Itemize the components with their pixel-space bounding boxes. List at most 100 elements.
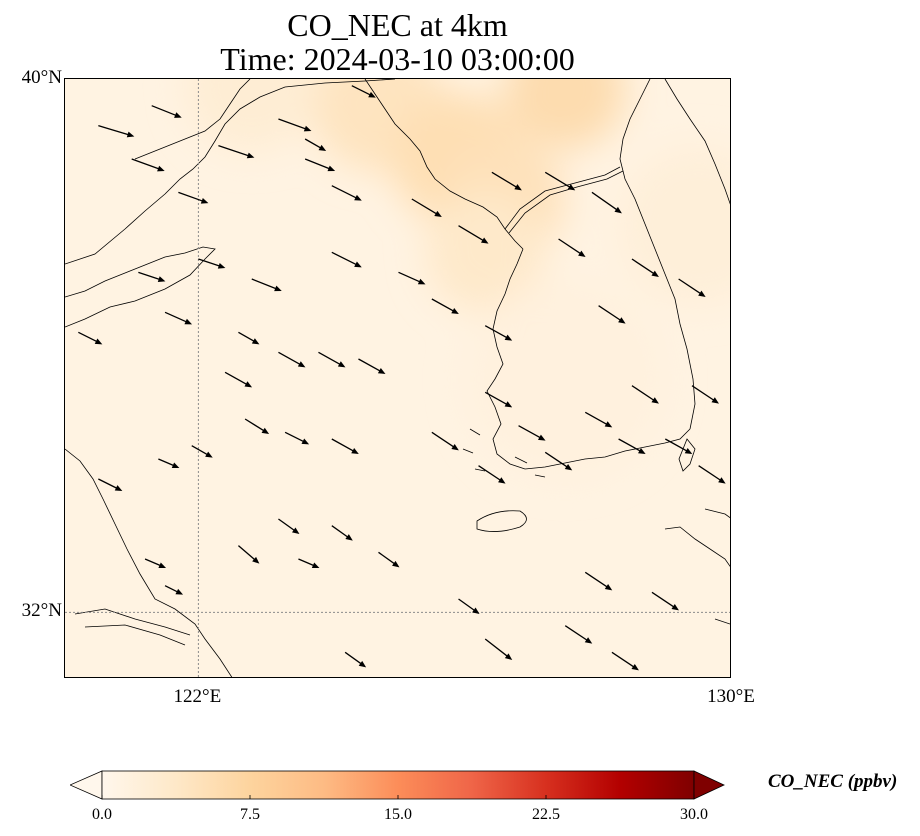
wind-arrow <box>411 198 442 217</box>
wind-arrow <box>618 438 646 454</box>
coastline-korea-south <box>524 428 691 470</box>
colorbar-tickmarks <box>101 795 695 799</box>
wind-arrow <box>398 271 426 285</box>
lat-label: 40°N <box>21 67 62 88</box>
wind-arrow <box>631 385 659 404</box>
map-title: CO_NEC at 4km <box>287 7 508 43</box>
coastline-nk-east <box>664 79 730 205</box>
wind-arrow <box>144 558 167 568</box>
wind-arrow <box>591 191 622 214</box>
wind-arrow <box>198 258 226 269</box>
coastline-liaodong <box>65 79 396 265</box>
colorbar-label: CO_NEC (ppbv) <box>768 771 898 792</box>
wind-arrow <box>598 305 626 324</box>
wind-arrow <box>178 191 209 204</box>
wind-arrow <box>238 331 260 345</box>
wind-arrow <box>331 438 359 454</box>
coastline-korea-east <box>619 79 696 430</box>
wind-arrow <box>351 85 376 98</box>
wind-arrow <box>431 431 459 451</box>
wind-arrow <box>131 158 165 172</box>
wind-arrow <box>98 125 135 138</box>
coastline-tsushima <box>678 438 696 472</box>
colorbar-extend-max <box>693 770 725 800</box>
wind-arrow <box>611 651 639 671</box>
field-blob <box>465 279 666 479</box>
colorbar-tick-label: 0.0 <box>92 806 112 823</box>
wind-arrow <box>558 238 586 257</box>
wind-arrow <box>164 585 184 595</box>
wind-arrow <box>251 278 282 292</box>
wind-arrow <box>491 171 522 191</box>
concentration-field <box>185 79 730 479</box>
map-subtitle-time: Time: 2024-03-10 03:00:00 <box>220 41 575 77</box>
coastline-nk-west <box>364 79 524 250</box>
wind-arrow <box>664 438 693 454</box>
wind-arrow <box>544 171 576 191</box>
wind-arrow <box>691 385 719 404</box>
wind-arrow <box>284 431 310 445</box>
colorbar-extend-min <box>70 770 103 800</box>
wind-arrow <box>458 225 489 244</box>
wind-arrow <box>224 371 253 388</box>
colorbar-tick-label: 15.0 <box>384 806 412 823</box>
wind-arrow <box>358 358 386 374</box>
wind-arrow <box>237 545 260 564</box>
wind-arrow <box>331 525 353 541</box>
wind-arrow <box>98 478 123 491</box>
field-blob <box>618 145 730 306</box>
coastline-shandong <box>65 246 216 328</box>
gridlines <box>65 79 730 677</box>
wind-arrow <box>304 158 336 172</box>
wind-arrow <box>458 598 480 614</box>
wind-arrow <box>164 311 193 325</box>
colorbar-gradient <box>101 770 695 800</box>
wind-vectors <box>78 85 726 671</box>
wind-arrow <box>278 518 300 534</box>
lon-label: 130°E <box>707 686 755 707</box>
wind-arrow <box>151 105 182 118</box>
yangtze-mouth <box>74 608 191 646</box>
colorbar-tick-label: 22.5 <box>532 806 560 823</box>
lon-label: 122°E <box>173 686 222 707</box>
coastline-jeju <box>476 510 527 532</box>
wind-arrow <box>651 591 679 611</box>
wind-arrow <box>298 558 320 568</box>
field-blob <box>505 79 626 149</box>
wind-arrow <box>518 425 546 441</box>
colorbar-tick-label: 7.5 <box>240 806 260 823</box>
border-dmz <box>504 166 621 230</box>
wind-arrow <box>484 638 513 660</box>
wind-arrow <box>278 351 306 368</box>
wind-arrow <box>378 551 400 568</box>
wind-arrow <box>564 625 593 644</box>
field-blob <box>185 79 319 153</box>
wind-arrow <box>678 278 706 297</box>
wind-arrow <box>218 145 255 159</box>
coastline-kyushu <box>664 508 730 625</box>
wind-arrow <box>344 651 367 668</box>
wind-arrow <box>331 251 362 268</box>
wind-arrow <box>484 391 513 408</box>
islands-sw-korea <box>462 428 546 478</box>
lat-label: 32°N <box>21 600 62 622</box>
wind-arrow <box>584 411 613 428</box>
wind-arrow <box>158 458 180 468</box>
coastline-jiangsu <box>65 448 233 677</box>
wind-arrow <box>191 445 213 458</box>
field-blob <box>425 192 546 313</box>
wind-arrow <box>78 331 103 345</box>
coastlines <box>65 79 730 677</box>
wind-arrow <box>318 351 346 368</box>
wind-arrow <box>138 271 166 282</box>
map-canvas <box>65 79 730 677</box>
wind-arrow <box>478 465 506 484</box>
wind-arrow <box>304 138 327 151</box>
wind-arrow <box>431 298 459 314</box>
colorbar <box>70 770 725 800</box>
wind-arrow <box>584 571 613 591</box>
colorbar-tick-label: 30.0 <box>680 806 708 823</box>
wind-arrow <box>331 185 362 201</box>
coastline-korea-west <box>486 248 526 470</box>
wind-arrow <box>698 465 726 484</box>
